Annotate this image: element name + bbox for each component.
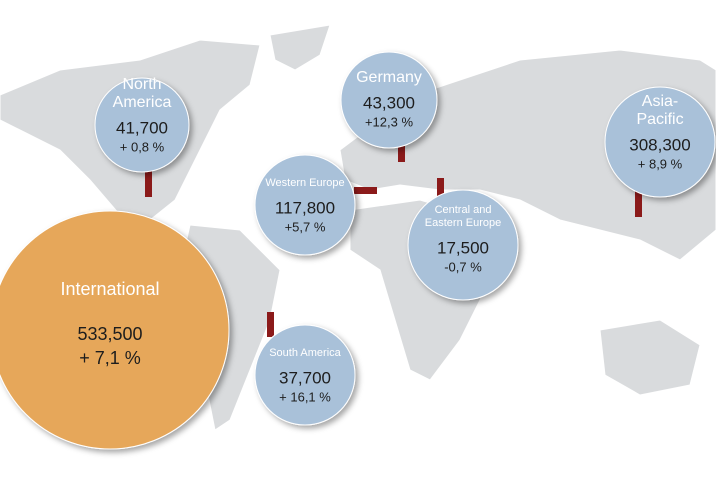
region-change: + 8,9 % xyxy=(638,156,683,171)
region-value: 43,300 xyxy=(363,93,415,112)
connectors xyxy=(145,146,642,337)
region-name: Central and xyxy=(435,204,492,216)
region-change: + 7,1 % xyxy=(79,348,141,368)
region-bubble xyxy=(407,189,519,301)
region-change: + 16,1 % xyxy=(279,389,331,404)
region-change: + 0,8 % xyxy=(120,139,165,154)
region-name: Asia- xyxy=(642,93,678,110)
region-name: South America xyxy=(269,347,341,359)
connector xyxy=(635,190,642,217)
region-change: -0,7 % xyxy=(444,259,482,274)
region-bubble xyxy=(94,77,190,173)
region-name: International xyxy=(60,279,159,299)
connector xyxy=(145,170,152,197)
region-value: 533,500 xyxy=(77,324,142,344)
region-bubble xyxy=(604,86,716,198)
region-name: North xyxy=(122,76,161,93)
region-value: 37,700 xyxy=(279,368,331,387)
region-name: Western Europe xyxy=(265,177,344,189)
region-change: +5,7 % xyxy=(285,219,326,234)
connector xyxy=(354,187,377,194)
connector xyxy=(398,146,405,162)
region-change: +12,3 % xyxy=(365,114,414,129)
region-value: 308,300 xyxy=(629,135,690,154)
region-name: Eastern Europe xyxy=(425,217,501,229)
region-bubble xyxy=(254,324,356,426)
region-bubble xyxy=(0,210,230,450)
region-name: Pacific xyxy=(636,111,683,128)
connector xyxy=(437,178,444,200)
region-name: America xyxy=(113,94,172,111)
region-bubble xyxy=(340,51,438,149)
region-name: Germany xyxy=(356,69,422,86)
region-value: 117,800 xyxy=(275,198,335,217)
connector xyxy=(267,312,274,337)
region-value: 41,700 xyxy=(116,118,168,137)
region-bubble xyxy=(254,154,356,256)
region-value: 17,500 xyxy=(437,238,489,257)
